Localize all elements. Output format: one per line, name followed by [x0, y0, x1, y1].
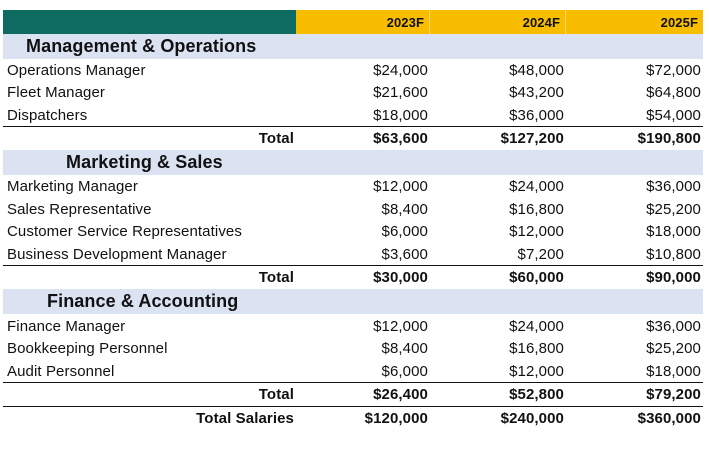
section-title: Management & Operations	[26, 36, 257, 56]
section-title: Finance & Accounting	[47, 291, 239, 311]
header-row: 2023F 2024F 2025F	[3, 10, 703, 34]
table-row: Sales Representative $8,400 $16,800 $25,…	[3, 198, 703, 220]
value-2025: $10,800	[646, 245, 701, 263]
total-label: Total	[258, 268, 294, 286]
value-2023: $24,000	[373, 61, 428, 79]
row-label: Bookkeeping Personnel	[7, 339, 168, 357]
value-2024: $36,000	[509, 106, 564, 124]
value-2025: $18,000	[646, 362, 701, 380]
table-row: Finance Manager $12,000 $24,000 $36,000	[3, 315, 703, 337]
grand-total-2025: $360,000	[637, 409, 701, 427]
section-total-row: Total $26,400 $52,800 $79,200	[3, 383, 703, 405]
section-management-operations: Management & Operations	[3, 34, 703, 59]
value-2023: $12,000	[373, 317, 428, 335]
value-2024: $48,000	[509, 61, 564, 79]
section-total-row: Total $63,600 $127,200 $190,800	[3, 127, 703, 149]
row-label: Audit Personnel	[7, 362, 115, 380]
value-2023: $18,000	[373, 106, 428, 124]
value-2023: $12,000	[373, 177, 428, 195]
table-row: Audit Personnel $6,000 $12,000 $18,000	[3, 360, 703, 382]
total-label: Total	[258, 129, 294, 147]
value-2025: $18,000	[646, 222, 701, 240]
value-2024: $12,000	[509, 222, 564, 240]
row-label: Finance Manager	[7, 317, 126, 335]
value-2024: $7,200	[517, 245, 564, 263]
total-2025: $90,000	[646, 268, 701, 286]
row-label: Marketing Manager	[7, 177, 138, 195]
total-2024: $60,000	[509, 268, 564, 286]
section-marketing-sales: Marketing & Sales	[3, 150, 703, 175]
value-2025: $25,200	[646, 339, 701, 357]
total-label: Total	[258, 385, 294, 403]
value-2024: $24,000	[509, 317, 564, 335]
row-label: Fleet Manager	[7, 83, 106, 101]
header-blank-cell	[3, 10, 296, 34]
row-label: Sales Representative	[7, 200, 152, 218]
value-2024: $16,800	[509, 339, 564, 357]
table-row: Business Development Manager $3,600 $7,2…	[3, 243, 703, 265]
divider	[3, 265, 703, 266]
row-label: Operations Manager	[7, 61, 146, 79]
column-header-2025: 2025F	[566, 10, 703, 34]
divider	[3, 126, 703, 127]
total-2023: $26,400	[373, 385, 428, 403]
table-row: Fleet Manager $21,600 $43,200 $64,800	[3, 81, 703, 103]
section-total-row: Total $30,000 $60,000 $90,000	[3, 266, 703, 288]
section-finance-accounting: Finance & Accounting	[3, 289, 703, 314]
divider	[3, 406, 703, 407]
value-2024: $43,200	[509, 83, 564, 101]
row-label: Business Development Manager	[7, 245, 227, 263]
section-title: Marketing & Sales	[66, 152, 223, 172]
total-2025: $79,200	[646, 385, 701, 403]
value-2025: $72,000	[646, 61, 701, 79]
grand-total-2023: $120,000	[364, 409, 428, 427]
total-2023: $63,600	[373, 129, 428, 147]
value-2025: $25,200	[646, 200, 701, 218]
table-row: Operations Manager $24,000 $48,000 $72,0…	[3, 59, 703, 81]
value-2024: $16,800	[509, 200, 564, 218]
divider	[3, 382, 703, 383]
total-2023: $30,000	[373, 268, 428, 286]
table-row: Bookkeeping Personnel $8,400 $16,800 $25…	[3, 337, 703, 359]
column-header-2024: 2024F	[430, 10, 566, 34]
table-row: Customer Service Representatives $6,000 …	[3, 220, 703, 242]
value-2023: $6,000	[381, 362, 428, 380]
value-2025: $54,000	[646, 106, 701, 124]
total-2024: $127,200	[500, 129, 564, 147]
table-row: Dispatchers $18,000 $36,000 $54,000	[3, 104, 703, 126]
total-2025: $190,800	[637, 129, 701, 147]
value-2025: $64,800	[646, 83, 701, 101]
value-2023: $8,400	[381, 339, 428, 357]
value-2024: $24,000	[509, 177, 564, 195]
value-2023: $6,000	[381, 222, 428, 240]
grand-total-2024: $240,000	[500, 409, 564, 427]
value-2024: $12,000	[509, 362, 564, 380]
row-label: Customer Service Representatives	[7, 222, 242, 240]
value-2023: $21,600	[373, 83, 428, 101]
grand-total-label: Total Salaries	[196, 409, 294, 427]
column-header-2023: 2023F	[296, 10, 430, 34]
value-2023: $3,600	[381, 245, 428, 263]
value-2025: $36,000	[646, 317, 701, 335]
table-row: Marketing Manager $12,000 $24,000 $36,00…	[3, 175, 703, 197]
value-2025: $36,000	[646, 177, 701, 195]
grand-total-row: Total Salaries $120,000 $240,000 $360,00…	[3, 407, 703, 429]
row-label: Dispatchers	[7, 106, 88, 124]
total-2024: $52,800	[509, 385, 564, 403]
value-2023: $8,400	[381, 200, 428, 218]
